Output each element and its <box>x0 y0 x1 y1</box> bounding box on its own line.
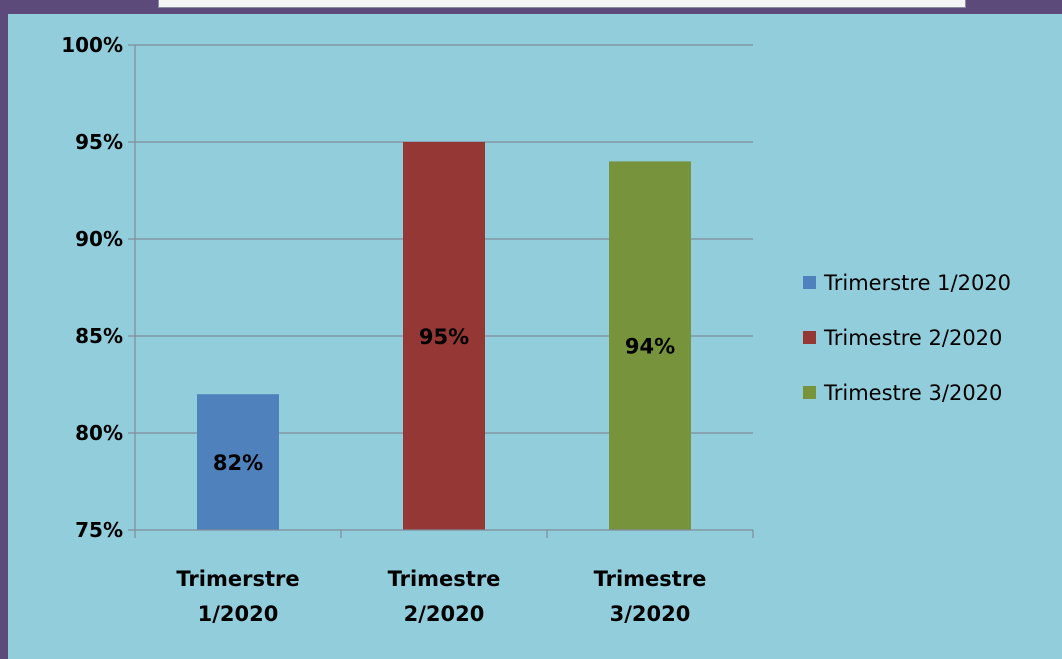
data-label: 94% <box>625 335 675 359</box>
x-category-label: 1/2020 <box>198 602 279 626</box>
y-tick-label: 95% <box>75 130 123 154</box>
data-label: 82% <box>213 451 263 475</box>
chart-area: 75% 80% 85% 90% 95% 100% 82% Trimerstre 1/2020 95… <box>8 14 1062 659</box>
top-strip <box>158 0 966 8</box>
x-category-label: Trimestre <box>594 567 707 591</box>
y-tick-label: 75% <box>75 518 123 542</box>
bar-chart: 75% 80% 85% 90% 95% 100% 82% Trimerstre 1/2020 95… <box>61 33 1011 626</box>
axes <box>128 44 754 538</box>
y-tick-label: 100% <box>61 33 123 57</box>
legend-label: Trimerstre 1/2020 <box>823 271 1011 295</box>
bars <box>197 142 691 530</box>
bar <box>197 394 279 530</box>
y-tick-label: 85% <box>75 324 123 348</box>
legend-swatch <box>803 276 816 289</box>
y-tick-label: 80% <box>75 421 123 445</box>
x-category-label: Trimestre <box>388 567 501 591</box>
data-label: 95% <box>419 325 469 349</box>
legend-swatch <box>803 331 816 344</box>
x-category-label: 3/2020 <box>610 602 691 626</box>
bar <box>403 142 485 530</box>
bar <box>609 161 691 530</box>
legend: Trimerstre 1/2020 Trimestre 2/2020 Trimest… <box>803 271 1011 405</box>
x-category-label: 2/2020 <box>404 602 485 626</box>
labels: 75% 80% 85% 90% 95% 100% 82% Trimerstre 1/2020 95… <box>61 33 706 626</box>
legend-swatch <box>803 386 816 399</box>
legend-label: Trimestre 3/2020 <box>823 381 1002 405</box>
x-category-label: Trimerstre <box>176 567 299 591</box>
legend-label: Trimestre 2/2020 <box>823 326 1002 350</box>
y-tick-label: 90% <box>75 227 123 251</box>
